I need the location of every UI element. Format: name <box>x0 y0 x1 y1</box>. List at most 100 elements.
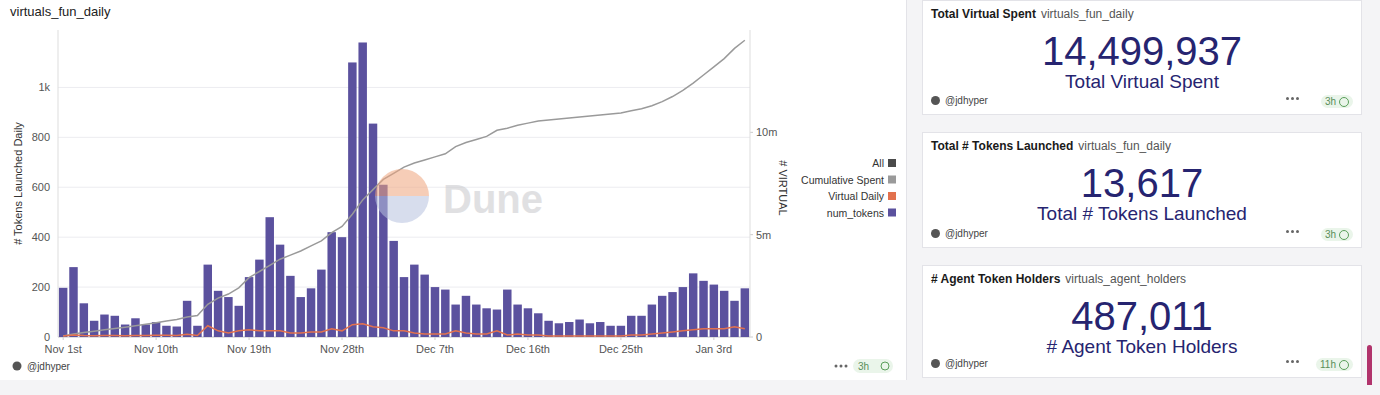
y-tick-label: 0 <box>44 331 50 343</box>
age: 3h <box>1325 96 1336 107</box>
menu-dot <box>1291 97 1294 100</box>
widget-value: 13,617 <box>923 161 1361 205</box>
bar <box>400 277 408 337</box>
bar <box>555 323 563 337</box>
menu-dot <box>845 365 848 368</box>
legend-label: Virtual Daily <box>828 190 885 202</box>
menu-dot <box>1296 230 1299 233</box>
bar <box>131 318 139 337</box>
x-tick-label: Dec 25th <box>599 343 643 355</box>
bar <box>658 296 666 337</box>
author-avatar <box>931 359 940 368</box>
age-badge <box>853 359 893 373</box>
bar <box>90 321 98 337</box>
age-badge: 11h <box>1316 358 1353 371</box>
bar <box>296 297 304 337</box>
line <box>63 324 745 336</box>
chart-svg: virtuals_fun_daily02004006008001k05m10m#… <box>0 0 906 380</box>
age-check <box>1339 360 1349 370</box>
y-tick-label: 800 <box>32 131 50 143</box>
menu <box>1286 219 1301 237</box>
bar <box>183 301 191 337</box>
menu-dot <box>1286 230 1289 233</box>
widget-header: Total Virtual Spent virtuals_fun_daily <box>931 7 1134 21</box>
grid-line <box>58 237 750 238</box>
bar <box>111 316 119 337</box>
widget-value: 487,011 <box>923 294 1361 338</box>
widget-header: # Agent Token Holders virtuals_agent_hold… <box>931 272 1186 286</box>
widget-label: # Agent Token Holders <box>923 336 1361 358</box>
author: @jdhyper <box>945 95 988 106</box>
bar <box>565 322 573 337</box>
bar <box>730 301 738 337</box>
x-tick <box>620 337 621 340</box>
widget-header: Total # Tokens Launchedvirtuals_fun_dail… <box>931 139 1171 153</box>
bar <box>544 321 552 337</box>
legend-label: All <box>872 157 884 169</box>
x-tick-label: Nov 28th <box>320 343 364 355</box>
legend-label: num_tokens <box>827 207 884 219</box>
watermark-text: Dune <box>443 177 543 221</box>
widget-author-row: @jdhyper <box>931 358 988 369</box>
x-tick-label: Nov 10th <box>134 343 178 355</box>
widget-query: virtuals_agent_holders <box>1065 272 1186 286</box>
bar <box>637 316 645 337</box>
bar <box>741 288 749 337</box>
author: @jdhyper <box>945 358 988 369</box>
x-tick-label: Nov 1st <box>45 343 82 355</box>
watermark-logo <box>375 196 429 223</box>
widget-value: 14,499,937 <box>923 29 1361 73</box>
legend-swatch <box>888 159 896 167</box>
y-axis-title: # Tokens Launched Daily <box>12 122 24 245</box>
widget-title: Total Virtual Spent <box>931 7 1036 21</box>
y2-axis-line <box>750 30 751 337</box>
bar <box>224 297 232 337</box>
age-check <box>1339 230 1349 240</box>
age-check <box>1339 97 1349 107</box>
counter-widget: Total Virtual Spent virtuals_fun_daily 14,… <box>922 0 1362 115</box>
marks <box>59 40 749 337</box>
y2-tick-label: 5m <box>756 229 771 241</box>
bar <box>420 275 428 337</box>
x-tick <box>249 337 250 340</box>
bar <box>668 292 676 337</box>
bar <box>503 290 511 337</box>
x-tick-label: Jan 3rd <box>695 343 732 355</box>
y2-tick-label: 0 <box>756 331 762 343</box>
author: @jdhyper <box>945 228 988 239</box>
x-tick-label: Dec 7th <box>416 343 454 355</box>
bar <box>286 276 294 337</box>
edge-marker <box>1367 345 1372 385</box>
widget-query: virtuals_fun_daily <box>1041 7 1134 21</box>
author: @jdhyper <box>27 361 71 372</box>
legend-label: Cumulative Spent <box>801 174 884 186</box>
bar <box>389 241 397 337</box>
age: 11h <box>1320 359 1336 370</box>
author-avatar <box>931 96 940 105</box>
line <box>63 40 745 336</box>
bar <box>441 290 449 337</box>
age: 3h <box>858 361 869 372</box>
bar <box>720 291 728 337</box>
x-tick <box>434 337 435 340</box>
widget-title: # Agent Token Holders <box>931 272 1060 286</box>
author-avatar <box>13 362 22 371</box>
y2-axis-title: # VIRTUAL <box>777 160 789 215</box>
bar <box>100 315 108 337</box>
bar <box>431 287 439 337</box>
bar <box>627 316 635 337</box>
bar <box>265 217 273 337</box>
bar <box>358 42 366 337</box>
menu <box>1286 349 1301 367</box>
counter-widget: # Agent Token Holders virtuals_agent_hold… <box>922 265 1362 378</box>
bar <box>596 322 604 337</box>
bar <box>575 320 583 337</box>
age-check <box>881 362 889 370</box>
widget-label: Total # Tokens Launched <box>923 203 1361 225</box>
bar <box>648 305 656 337</box>
counter-widget: Total # Tokens Launchedvirtuals_fun_dail… <box>922 132 1362 248</box>
grid-line <box>58 137 750 138</box>
age-badge: 3h <box>1321 228 1353 241</box>
bar <box>235 306 243 337</box>
menu-dot <box>1291 360 1294 363</box>
